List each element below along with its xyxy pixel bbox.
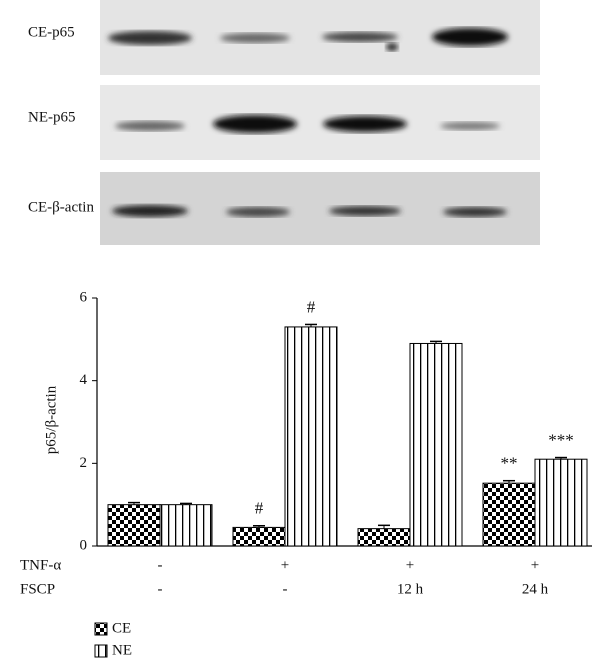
y-axis-label: p65/β-actin (43, 385, 59, 454)
legend-label: CE (112, 620, 131, 636)
bar (482, 482, 536, 547)
condition-value: 24 h (522, 581, 549, 597)
band (226, 207, 290, 217)
annotation: *** (548, 430, 574, 449)
annotation: ** (501, 454, 518, 473)
bar (409, 342, 463, 547)
condition-value: + (406, 557, 414, 573)
legend-swatch (94, 644, 108, 658)
band (213, 115, 297, 133)
blot-label: CE-β-actin (28, 199, 94, 215)
blot-label: NE-p65 (28, 109, 76, 125)
bar (357, 528, 411, 547)
band (443, 207, 507, 217)
blots (100, 0, 540, 245)
legend-swatch (94, 622, 108, 636)
legend-label: NE (112, 642, 132, 658)
condition-value: - (283, 581, 288, 597)
band (386, 43, 398, 51)
band (432, 28, 508, 46)
annotation: # (307, 297, 316, 316)
blot-label: CE-p65 (28, 24, 75, 40)
bar (159, 504, 213, 547)
band (112, 205, 188, 217)
y-tick-label: 0 (80, 537, 88, 553)
bar (534, 458, 588, 547)
condition-name: TNF-α (20, 557, 61, 573)
band (329, 206, 401, 216)
condition-value: + (531, 557, 539, 573)
band (108, 31, 192, 45)
bar (284, 326, 338, 547)
band (323, 116, 407, 132)
band (220, 33, 290, 43)
condition-value: - (158, 557, 163, 573)
bar (107, 504, 161, 547)
band (115, 121, 185, 131)
band (322, 32, 398, 42)
bar (232, 526, 286, 547)
condition-value: - (158, 581, 163, 597)
condition-value: + (281, 557, 289, 573)
band (440, 122, 500, 130)
y-tick-label: 2 (80, 455, 88, 471)
annotation: # (255, 499, 264, 518)
condition-name: FSCP (20, 581, 55, 597)
condition-value: 12 h (397, 581, 424, 597)
y-tick-label: 4 (80, 372, 88, 388)
y-tick-label: 6 (80, 289, 88, 305)
